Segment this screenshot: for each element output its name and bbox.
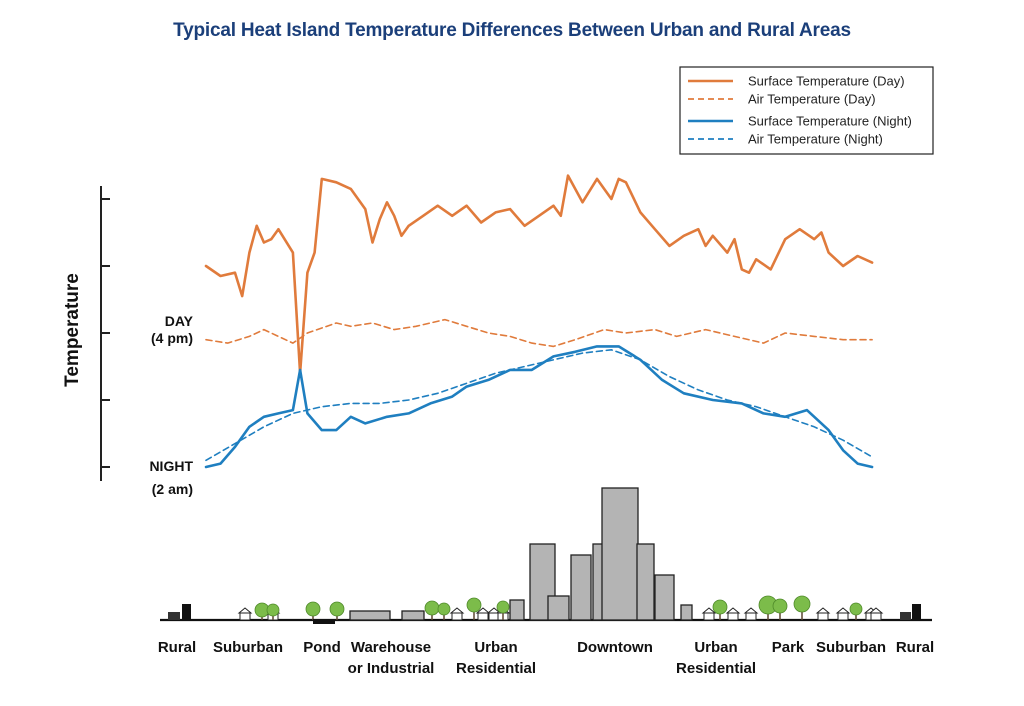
house-9	[817, 612, 829, 621]
house-0	[239, 612, 251, 621]
legend-label-3: Air Temperature (Night)	[748, 132, 883, 147]
house-6	[703, 612, 715, 621]
zone-label-3-1: or Industrial	[348, 660, 435, 677]
house-roof-3	[475, 607, 491, 614]
y-axis-title: Temperature	[62, 273, 83, 387]
zone-label-7-0: Park	[772, 639, 805, 656]
zone-label-9-0: Rural	[896, 639, 934, 656]
series-line-3	[205, 349, 873, 462]
farm-building-0	[168, 612, 180, 620]
building-8	[680, 604, 693, 621]
building-10	[401, 610, 425, 621]
zone-label-6-0: Urban	[694, 639, 737, 656]
building-1	[547, 595, 570, 621]
tree-1	[266, 603, 280, 617]
zone-label-4-0: Urban	[474, 639, 517, 656]
house-roof-0	[237, 607, 253, 614]
house-roof-8	[743, 607, 759, 614]
house-12	[870, 612, 882, 621]
y-axis-labels: Temperature DAY(4 pm) NIGHT (2 am)	[62, 273, 194, 497]
tree-5	[437, 602, 451, 616]
building-4	[601, 487, 639, 621]
house-roof-9	[815, 607, 831, 614]
house-roof-2	[449, 607, 465, 614]
tree-8	[712, 599, 728, 615]
zone-label-4-1: Residential	[456, 660, 536, 677]
zone-label-1-0: Suburban	[213, 639, 283, 656]
house-roof-6	[701, 607, 717, 614]
series-line-2	[204, 345, 874, 469]
house-roof-7	[725, 607, 741, 614]
tree-12	[849, 602, 863, 616]
tree-2	[305, 601, 321, 617]
building-9	[349, 610, 391, 621]
house-10	[837, 612, 849, 621]
house-7	[727, 612, 739, 621]
farm-building-3	[912, 604, 921, 620]
house-roof-4	[486, 607, 502, 614]
marker-sublabel-0: (4 pm)	[151, 330, 193, 346]
farm-building-1	[182, 604, 191, 620]
legend-label-1: Air Temperature (Day)	[748, 92, 876, 107]
house-3	[477, 612, 489, 621]
zone-label-3-0: Warehouse	[351, 639, 431, 656]
tree-10	[772, 598, 788, 614]
pond	[313, 619, 335, 624]
building-2	[570, 554, 592, 621]
tree-3	[329, 601, 345, 617]
house-roof-12	[868, 607, 884, 614]
series-lines	[204, 174, 874, 469]
house-8	[745, 612, 757, 621]
house-roof-10	[835, 607, 851, 614]
tree-6	[466, 597, 482, 613]
city-profile	[160, 487, 932, 624]
series-line-1	[205, 318, 873, 348]
building-6	[654, 574, 675, 621]
marker-label-1: NIGHT	[149, 458, 193, 474]
zone-labels: Rural Suburban Pond Warehouse or Industrial U…	[158, 639, 934, 677]
zone-label-8-0: Suburban	[816, 639, 886, 656]
tree-7	[496, 600, 510, 614]
zone-label-2-0: Pond	[303, 639, 341, 656]
building-7	[509, 599, 525, 621]
marker-sublabel-1: (2 am)	[152, 481, 193, 497]
legend-label-2: Surface Temperature (Night)	[748, 114, 912, 129]
house-2	[451, 612, 463, 621]
y-axis	[100, 186, 110, 481]
zone-label-6-1: Residential	[676, 660, 756, 677]
farm-building-2	[900, 612, 911, 620]
tree-4	[424, 600, 440, 616]
zone-label-0-0: Rural	[158, 639, 196, 656]
marker-label-0: DAY	[165, 313, 194, 329]
zone-label-5-0: Downtown	[577, 639, 653, 656]
legend: Surface Temperature (Day) Air Temperature…	[679, 66, 934, 155]
legend-label-0: Surface Temperature (Day)	[748, 74, 905, 89]
chart-title: Typical Heat Island Temperature Differen…	[173, 20, 851, 41]
tree-11	[793, 595, 811, 613]
building-5	[636, 543, 655, 621]
